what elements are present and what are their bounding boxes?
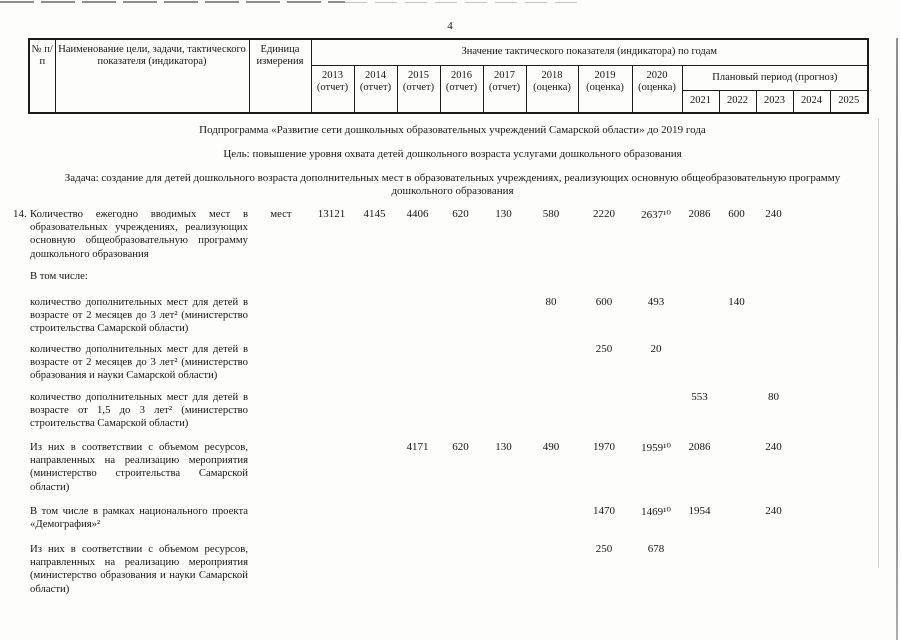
header-year-cell: 2016 (отчет) bbox=[439, 64, 484, 114]
row-value: 1954 bbox=[688, 505, 711, 517]
row-value: 600 bbox=[728, 208, 745, 220]
row-value: 2220 bbox=[593, 208, 615, 220]
year-note: (отчет) bbox=[316, 81, 349, 93]
row-value: 4145 bbox=[363, 208, 386, 220]
header-year-cell: 2017 (отчет) bbox=[482, 64, 527, 114]
year-label: 2013 bbox=[322, 69, 343, 81]
scan-fold-line bbox=[878, 118, 879, 568]
header-plan-year-cell: 2025 bbox=[829, 89, 869, 114]
row-value: 600 bbox=[595, 296, 613, 308]
header-plan-years-row: 2021 2022 2023 2024 2025 bbox=[29, 89, 869, 114]
task-text: Задача: создание для детей дошкольного в… bbox=[64, 172, 841, 197]
row-value: 80 bbox=[545, 296, 557, 308]
subprogram-title: Подпрограмма «Развитие сети дошкольных о… bbox=[199, 124, 706, 136]
row-value: 1470 bbox=[593, 505, 615, 517]
goal-text: Цель: повышение уровня охвата детей дошк… bbox=[223, 148, 682, 160]
row-name: Из них в соответствии с объемом ресурсов… bbox=[30, 441, 248, 493]
row-value: 620 bbox=[452, 208, 469, 220]
row-value: 2637¹⁰ bbox=[641, 209, 671, 221]
header-plan-group: Плановый период (прогноз) bbox=[681, 64, 869, 91]
header-plan-year-cell: 2023 bbox=[755, 89, 794, 114]
table-row: В том числе в рамках национального проек… bbox=[8, 505, 867, 531]
year-note: (отчет) bbox=[445, 81, 478, 93]
header-year-cell: 2020 (оценка) bbox=[631, 64, 683, 114]
year-note: (оценка) bbox=[586, 81, 624, 93]
scan-edge-line bbox=[0, 1, 345, 3]
row-unit: мест bbox=[270, 208, 292, 220]
year-label: 2017 bbox=[494, 69, 515, 81]
year-note: (отчет) bbox=[402, 81, 435, 93]
header-year-cell: 2014 (отчет) bbox=[353, 64, 398, 114]
indicator-table-header: № п/п Наименование цели, задачи, тактиче… bbox=[28, 38, 870, 114]
row-value: 240 bbox=[765, 441, 782, 453]
year-note: (оценка) bbox=[638, 81, 676, 93]
header-years-row: 2013 (отчет) 2014 (отчет) 2015 (отчет) 2016 (от… bbox=[29, 64, 869, 114]
header-num-col: № п/п bbox=[28, 38, 56, 114]
row-value: 4171 bbox=[406, 441, 429, 453]
row-value: 490 bbox=[542, 441, 560, 453]
row-name: Из них в соответствии с объемом ресурсов… bbox=[30, 543, 248, 595]
table-row: количество дополнительных мест для детей… bbox=[8, 391, 867, 431]
row-value: 493 bbox=[647, 296, 665, 308]
year-note: (отчет) bbox=[359, 81, 392, 93]
page-number: 4 bbox=[447, 20, 454, 32]
row-value: 20 bbox=[650, 343, 662, 355]
row-value: 240 bbox=[765, 208, 782, 220]
year-label: 2014 bbox=[365, 69, 386, 81]
header-year-cell: 2018 (оценка) bbox=[525, 64, 579, 114]
table-row: В том числе: bbox=[8, 270, 867, 283]
row-value: 620 bbox=[452, 441, 469, 453]
row-value: 250 bbox=[595, 543, 613, 555]
header-unit-col: Единица измерения bbox=[248, 38, 312, 114]
row-value: 2086 bbox=[688, 208, 711, 220]
row-number: 14. bbox=[13, 208, 27, 220]
row-value: 553 bbox=[691, 391, 708, 403]
row-value: 1970 bbox=[593, 441, 615, 453]
header-name-col: Наименование цели, задачи, тактического … bbox=[54, 38, 250, 114]
table-row: количество дополнительных мест для детей… bbox=[8, 343, 867, 383]
header-plan-year-cell: 2024 bbox=[792, 89, 831, 114]
row-value: 130 bbox=[495, 208, 512, 220]
header-year-cell: 2013 (отчет) bbox=[310, 64, 355, 114]
header-plan-year-cell: 2022 bbox=[718, 89, 757, 114]
row-name: количество дополнительных мест для детей… bbox=[30, 343, 248, 382]
row-value: 1469¹⁰ bbox=[641, 506, 671, 518]
row-value: 240 bbox=[765, 505, 782, 517]
row-value: 4406 bbox=[406, 208, 429, 220]
row-name: количество дополнительных мест для детей… bbox=[30, 391, 248, 430]
header-year-cell: 2019 (оценка) bbox=[577, 64, 633, 114]
header-year-cell: 2015 (отчет) bbox=[396, 64, 441, 114]
table-row: количество дополнительных мест для детей… bbox=[8, 296, 867, 336]
table-row: Из них в соответствии с объемом ресурсов… bbox=[8, 441, 867, 494]
year-note: (отчет) bbox=[488, 81, 521, 93]
row-value: 140 bbox=[728, 296, 745, 308]
row-value: 13121 bbox=[317, 208, 346, 220]
row-value: 2086 bbox=[688, 441, 711, 453]
row-value: 678 bbox=[647, 543, 665, 555]
row-name: количество дополнительных мест для детей… bbox=[30, 296, 248, 335]
scan-right-edge-line bbox=[896, 38, 898, 640]
header-plan-year-cell: 2021 bbox=[681, 89, 720, 114]
year-label: 2015 bbox=[408, 69, 429, 81]
row-name: В том числе в рамках национального проек… bbox=[30, 505, 248, 531]
year-label: 2016 bbox=[451, 69, 472, 81]
row-value: 130 bbox=[495, 441, 512, 453]
year-label: 2020 bbox=[646, 69, 668, 81]
row-value: 1959¹⁰ bbox=[641, 442, 671, 454]
row-value: 580 bbox=[542, 208, 560, 220]
table-row: Из них в соответствии с объемом ресурсов… bbox=[8, 543, 867, 596]
year-label: 2018 bbox=[541, 69, 563, 81]
row-name: В том числе: bbox=[30, 270, 88, 282]
table-row: 14. Количество ежегодно вводимых мест в о… bbox=[8, 208, 867, 261]
year-label: 2019 bbox=[594, 69, 616, 81]
row-name: Количество ежегодно вводимых мест в обра… bbox=[30, 208, 248, 260]
row-value: 250 bbox=[595, 343, 613, 355]
year-note: (оценка) bbox=[533, 81, 571, 93]
header-values-group: Значение тактического показателя (индика… bbox=[310, 38, 869, 66]
scan-edge-line-light bbox=[345, 2, 580, 3]
row-value: 80 bbox=[768, 391, 779, 403]
